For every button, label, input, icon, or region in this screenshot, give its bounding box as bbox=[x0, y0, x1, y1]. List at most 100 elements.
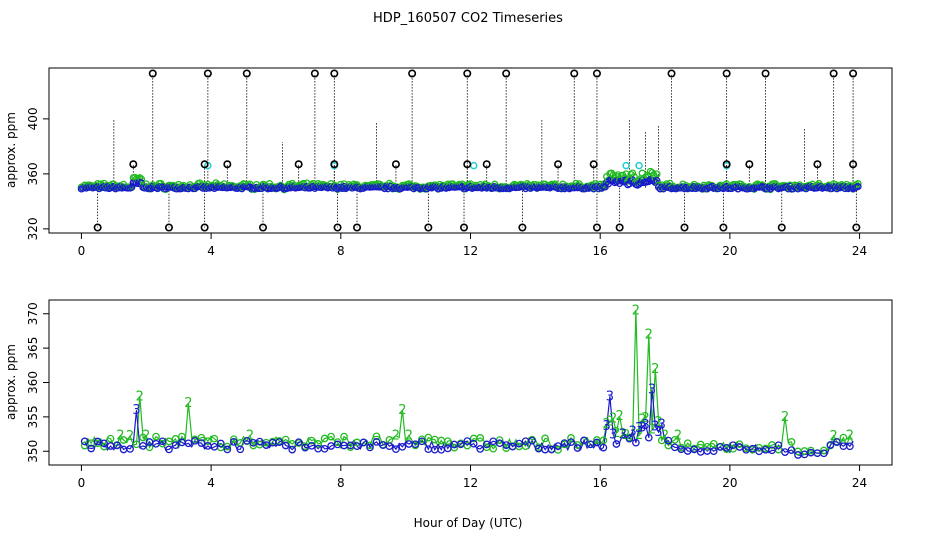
spike-point bbox=[592, 69, 601, 78]
top-point-cyan bbox=[469, 161, 478, 170]
series-2-point bbox=[80, 441, 89, 450]
series-3-point bbox=[593, 438, 601, 447]
spike-point bbox=[460, 223, 469, 232]
series-2-label: 2 bbox=[622, 428, 630, 443]
y-tick-label: 320 bbox=[26, 217, 40, 240]
y-tick-label: 360 bbox=[26, 162, 40, 185]
series-2-point bbox=[340, 432, 348, 441]
series-3-point bbox=[242, 436, 251, 445]
spike-point bbox=[258, 223, 267, 232]
series-2-point bbox=[139, 433, 147, 442]
spike-point bbox=[570, 69, 579, 78]
y-tick-label: 360 bbox=[26, 371, 40, 394]
spike-point bbox=[852, 223, 861, 232]
spike-point bbox=[667, 69, 676, 78]
spike-point bbox=[353, 223, 362, 232]
series-3-point bbox=[139, 442, 147, 450]
series-3-point bbox=[359, 438, 368, 447]
top-data-points bbox=[77, 69, 862, 232]
series-3-point bbox=[165, 445, 173, 454]
series-3-point bbox=[126, 445, 134, 453]
series-3-point bbox=[833, 438, 841, 446]
spike-point bbox=[680, 223, 689, 232]
series-3-point bbox=[229, 438, 238, 446]
series-3-point bbox=[528, 436, 536, 445]
series-3-point bbox=[197, 439, 206, 447]
series-3-point bbox=[820, 449, 828, 458]
series-3-point bbox=[255, 437, 264, 446]
series-3-point bbox=[482, 440, 491, 449]
series-2-point bbox=[820, 446, 828, 455]
series-2-point bbox=[489, 444, 498, 453]
series-2-point bbox=[703, 442, 712, 451]
series-2-label: 2 bbox=[612, 426, 620, 441]
series-3-point bbox=[476, 445, 485, 453]
series-3-point bbox=[320, 444, 329, 453]
top-axis-ticks: 0 4 8 12 16 20 24 320 360 400 bbox=[26, 107, 867, 258]
spike-point bbox=[849, 69, 858, 78]
series-2-label: 2 bbox=[392, 429, 400, 444]
series-3-point bbox=[372, 438, 381, 446]
spike-point bbox=[554, 160, 563, 169]
y-tick-label: 350 bbox=[26, 440, 40, 463]
series-3-label: 3 bbox=[635, 421, 643, 436]
series-2-point bbox=[521, 442, 530, 451]
spike-point bbox=[518, 223, 527, 232]
series-2-label: 2 bbox=[609, 412, 617, 427]
series-2-point bbox=[152, 432, 160, 441]
series-2-point bbox=[424, 433, 433, 442]
series-3-point bbox=[411, 440, 420, 449]
series-2-point bbox=[106, 434, 115, 443]
series-2-point bbox=[696, 440, 705, 449]
series-2-label: 2 bbox=[654, 415, 662, 430]
x-tick-label: 12 bbox=[463, 476, 478, 490]
series-2-label: 2 bbox=[405, 429, 413, 444]
series-3-point bbox=[644, 433, 653, 442]
series-3-point bbox=[171, 441, 180, 450]
series-3-point bbox=[625, 434, 634, 443]
series-3-point bbox=[508, 442, 517, 451]
bottom-series-lines bbox=[84, 310, 854, 457]
x-tick-label: 12 bbox=[463, 244, 478, 258]
series-2-point bbox=[372, 432, 381, 441]
series-2-label: 2 bbox=[661, 429, 669, 444]
top-point-blue bbox=[653, 177, 661, 185]
spike-point bbox=[148, 69, 157, 78]
series-3-point bbox=[463, 437, 472, 445]
series-3-point bbox=[100, 439, 108, 448]
series-3-point bbox=[80, 437, 89, 446]
spike-point bbox=[203, 69, 212, 78]
top-point-green bbox=[137, 175, 146, 183]
series-2-label: 2 bbox=[184, 396, 192, 411]
spike-point bbox=[482, 160, 491, 169]
series-3-point bbox=[722, 443, 731, 452]
series-2-point bbox=[210, 434, 219, 443]
series-2-point bbox=[541, 434, 549, 443]
x-tick-label: 0 bbox=[78, 244, 86, 258]
series-2-point bbox=[839, 433, 848, 442]
series-2-label: 2 bbox=[651, 362, 659, 377]
top-spike-lines bbox=[97, 73, 857, 228]
series-2-point bbox=[197, 433, 206, 442]
spike-point bbox=[223, 160, 232, 169]
x-tick-label: 16 bbox=[593, 244, 608, 258]
series-3-point bbox=[87, 444, 96, 453]
spike-point bbox=[463, 160, 472, 169]
series-3-point bbox=[599, 443, 608, 452]
x-tick-label: 16 bbox=[593, 476, 608, 490]
series-2-label: 2 bbox=[632, 303, 640, 318]
series-3-point bbox=[275, 438, 284, 446]
bottom-ylabel: approx. ppm bbox=[4, 344, 18, 420]
spike-point bbox=[408, 69, 417, 78]
series-3-point bbox=[554, 442, 562, 450]
series-3-point bbox=[826, 441, 835, 449]
series-3-point bbox=[113, 441, 121, 450]
series-2-label: 2 bbox=[616, 409, 624, 424]
series-3-point bbox=[735, 443, 744, 451]
spike-point bbox=[200, 223, 209, 232]
series-3-label: 3 bbox=[658, 417, 666, 432]
series-3-label: 3 bbox=[619, 428, 627, 443]
y-tick-label: 400 bbox=[26, 107, 40, 130]
